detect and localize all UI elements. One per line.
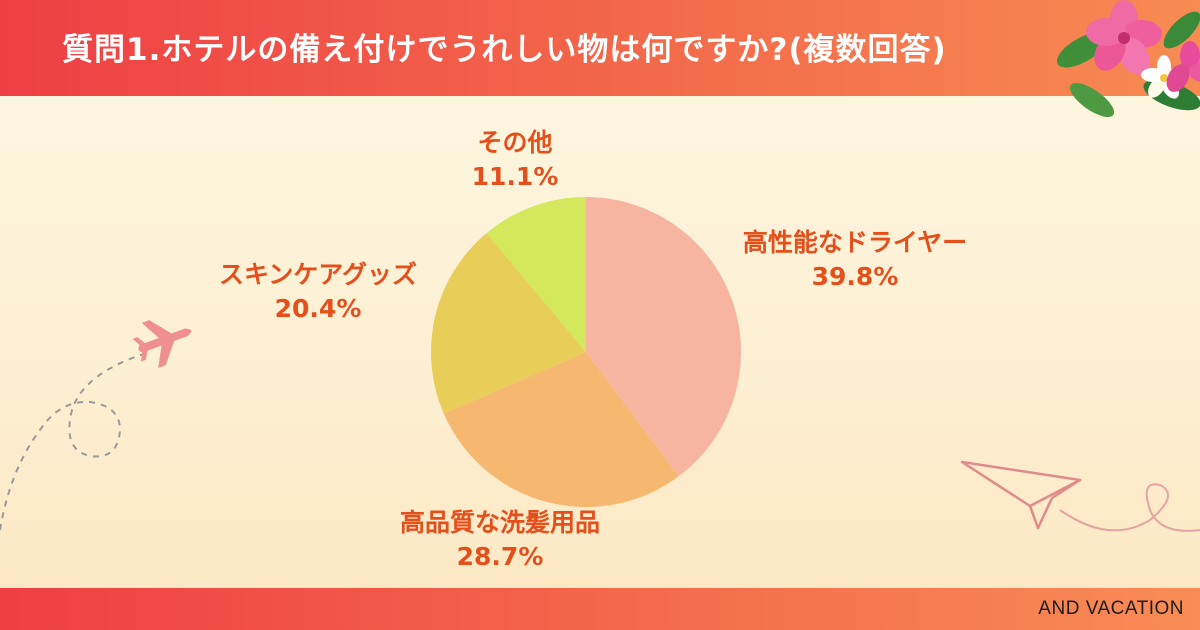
slice-percent: 11.1% (471, 162, 559, 191)
slice-percent: 39.8% (811, 262, 899, 291)
slice-name: 高性能なドライヤー (742, 228, 968, 257)
brand-name: AND VACATION (1038, 598, 1184, 619)
slice-name: スキンケアグッズ (218, 260, 418, 289)
slice-percent: 20.4% (274, 294, 362, 323)
hibiscus-flower-icon (1057, 0, 1200, 118)
paper-plane-icon (960, 460, 1200, 532)
slice-name: その他 (477, 128, 553, 157)
pie-slice-hair-care (443, 352, 679, 507)
slice-label-hair-care: 高品質な洗髪用品 28.7% (400, 506, 600, 574)
slice-name: 高品質な洗髪用品 (399, 508, 601, 537)
slice-label-dryer: 高性能なドライヤー 39.8% (743, 226, 967, 294)
page-title: 質問1.ホテルの備え付けでうれしい物は何ですか?(複数回答) (62, 32, 947, 68)
slice-label-skincare: スキンケアグッズ 20.4% (219, 258, 417, 326)
footer-bar (0, 588, 1200, 630)
pie-slice-dryer (586, 197, 741, 477)
slice-label-other: その他 11.1% (472, 126, 559, 194)
pie-slice-other (486, 197, 586, 352)
airplane-icon (0, 320, 192, 531)
slice-percent: 28.7% (456, 542, 544, 571)
pie-slice-skincare (430, 233, 586, 414)
header-banner (0, 0, 1200, 96)
